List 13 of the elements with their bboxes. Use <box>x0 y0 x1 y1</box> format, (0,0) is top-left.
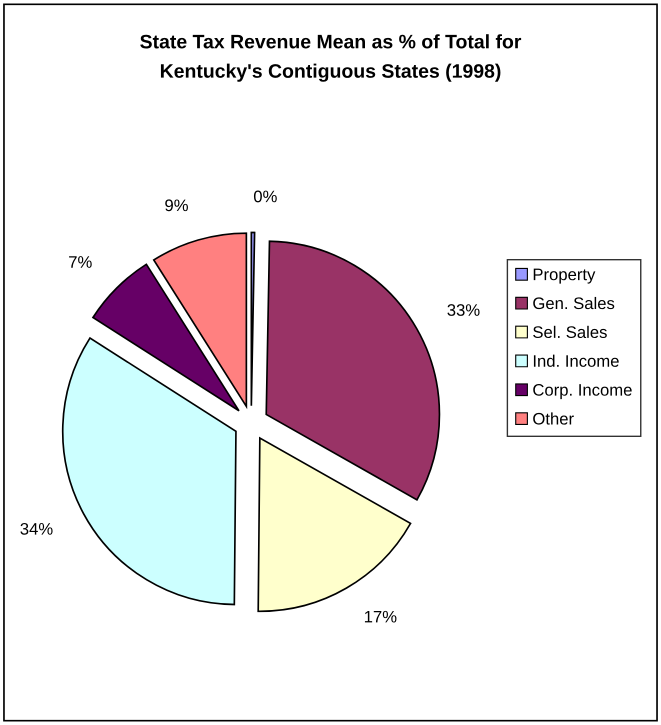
data-label: 0% <box>254 190 277 202</box>
data-label: 17% <box>364 610 396 623</box>
data-label: 9% <box>165 199 188 212</box>
legend-label: Property <box>534 268 596 284</box>
data-label: 33% <box>447 304 480 316</box>
legend-label: Corp. Income <box>533 384 632 400</box>
chart-title: State Tax Revenue Mean as % of Total for Kentucky's Contiguous States (1998) <box>140 34 522 82</box>
data-label: 7% <box>69 256 92 268</box>
legend-label: Ind. Income <box>534 354 619 367</box>
legend-label: Other <box>533 412 574 425</box>
data-label: 34% <box>20 522 53 535</box>
legend-label: Gen. Sales <box>533 296 614 310</box>
legend-label: Sel. Sales <box>533 326 607 338</box>
